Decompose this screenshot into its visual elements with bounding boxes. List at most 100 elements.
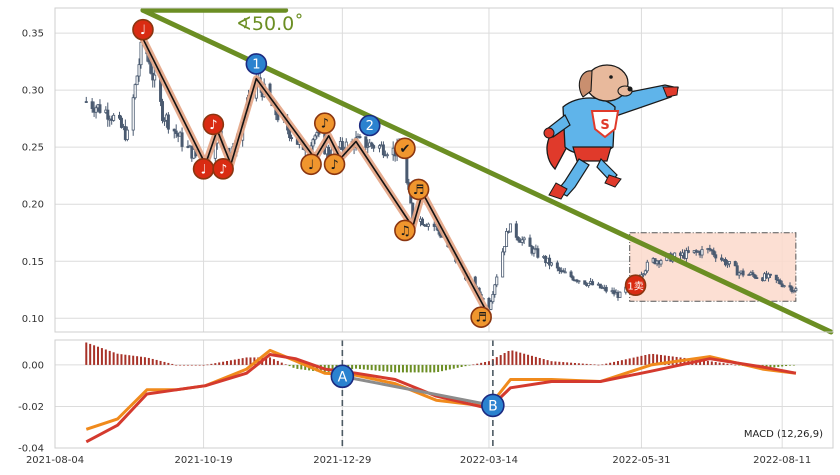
candle-body — [659, 260, 663, 265]
candle-body — [166, 114, 170, 130]
macd-histogram-bar — [296, 364, 299, 369]
macd-histogram-bar — [147, 357, 150, 365]
price-tick-label: 0.30 — [22, 86, 44, 97]
macd-histogram-bar — [358, 364, 361, 370]
signal-marker-label: ♩ — [140, 23, 146, 38]
candle-body — [90, 101, 94, 110]
candle-body — [733, 261, 737, 267]
candle-body — [587, 282, 591, 286]
candle-body — [381, 144, 385, 156]
macd-histogram-bar — [159, 360, 162, 365]
candle-body — [755, 277, 759, 280]
candle-body — [532, 248, 536, 254]
macd-histogram-bar — [769, 364, 772, 368]
signal-marker-circle — [470, 306, 492, 328]
signal-marker: ♩ — [132, 18, 154, 41]
candle-body — [536, 248, 540, 258]
macd-histogram-bar — [394, 364, 397, 373]
macd-histogram-bar — [554, 361, 557, 365]
macd-histogram-bar — [425, 364, 428, 373]
macd-histogram-bar — [100, 348, 103, 365]
candle-body — [618, 291, 622, 298]
macd-histogram-bar — [616, 361, 619, 365]
macd-histogram-bar — [722, 363, 725, 365]
candle-body — [135, 75, 139, 86]
macd-histogram-bar — [562, 362, 565, 365]
macd-histogram-bar — [730, 364, 733, 365]
candle-body — [766, 273, 770, 279]
candle-body — [768, 273, 772, 276]
macd-histogram-bar — [120, 354, 123, 365]
candle-body — [180, 132, 184, 147]
candle-body — [788, 285, 792, 288]
candle-body — [405, 155, 409, 184]
macd-histogram-bar — [663, 355, 666, 365]
signal-line — [85, 353, 797, 444]
macd-histogram-bar — [288, 364, 291, 367]
consolidation-box — [629, 232, 797, 302]
macd-histogram-bar — [210, 363, 213, 365]
macd-histogram-bar — [781, 364, 784, 367]
candle-body — [686, 250, 690, 253]
candle-body — [522, 237, 526, 241]
macd-histogram-bar — [151, 358, 154, 365]
macd-histogram-bar — [515, 351, 518, 365]
macd-histogram-bar — [421, 364, 424, 373]
macd-histogram-bar — [628, 358, 631, 365]
signal-marker: ✔ — [394, 137, 416, 160]
signal-marker-label: ♩ — [200, 162, 206, 177]
candle-body — [131, 97, 135, 131]
macd-label: MACD (12,26,9) — [744, 429, 823, 440]
macd-histogram-bar — [601, 364, 604, 366]
macd-histogram-bar — [413, 364, 416, 373]
signal-marker: ♪ — [323, 153, 346, 176]
macd-histogram-bar — [155, 359, 158, 365]
price-tick-label: 0.20 — [22, 200, 44, 211]
macd-histogram-bar — [315, 364, 318, 372]
macd-histogram-bar — [714, 362, 717, 365]
macd-histogram-bar — [272, 359, 275, 365]
candle-body — [727, 261, 731, 265]
macd-histogram-bar — [777, 364, 780, 367]
macd-histogram-bar — [214, 363, 217, 365]
candle-body — [84, 101, 88, 103]
macd-histogram-bar — [85, 342, 88, 365]
signal-marker-label: 1 — [252, 57, 260, 72]
macd-histogram-bar — [468, 364, 471, 366]
candle-body — [174, 130, 178, 134]
macd-panel-frame — [54, 339, 834, 449]
macd-histogram-bar — [652, 353, 655, 365]
divergence-point-circle — [330, 364, 355, 389]
candle-body — [528, 237, 532, 247]
signal-marker-label: ♬ — [413, 183, 425, 198]
macd-histogram-bar — [132, 355, 135, 365]
macd-histogram-bar — [706, 360, 709, 365]
macd-histogram-bar — [437, 364, 440, 372]
signal-marker-circle — [624, 274, 647, 297]
candle-body — [153, 74, 157, 81]
macd-histogram-bar — [487, 361, 490, 365]
macd-histogram-bar — [175, 364, 178, 366]
macd-histogram-bar — [464, 364, 467, 367]
signal-marker-label: ♫ — [399, 224, 411, 239]
macd-histogram-bar — [648, 354, 651, 365]
macd-histogram-bar — [620, 360, 623, 365]
macd-histogram-bar — [726, 363, 729, 365]
candle-body — [288, 129, 292, 139]
divergence-point-circle — [481, 393, 505, 418]
macd-histogram-bar — [222, 361, 225, 365]
macd-histogram-bar — [265, 357, 268, 365]
candle-body — [751, 272, 755, 276]
candle-body — [118, 114, 122, 119]
macd-histogram-bar — [558, 361, 561, 365]
candle-body — [569, 271, 573, 278]
candle-body — [161, 101, 165, 121]
macd-histogram-bar — [390, 364, 393, 373]
macd-histogram-bar — [179, 364, 182, 366]
macd-histogram-bar — [542, 359, 545, 365]
signal-marker: 1卖 — [624, 274, 647, 297]
macd-histogram-bar — [788, 364, 791, 366]
macd-histogram-bar — [495, 357, 498, 365]
angle-label: ∢50.0˚ — [236, 13, 304, 35]
